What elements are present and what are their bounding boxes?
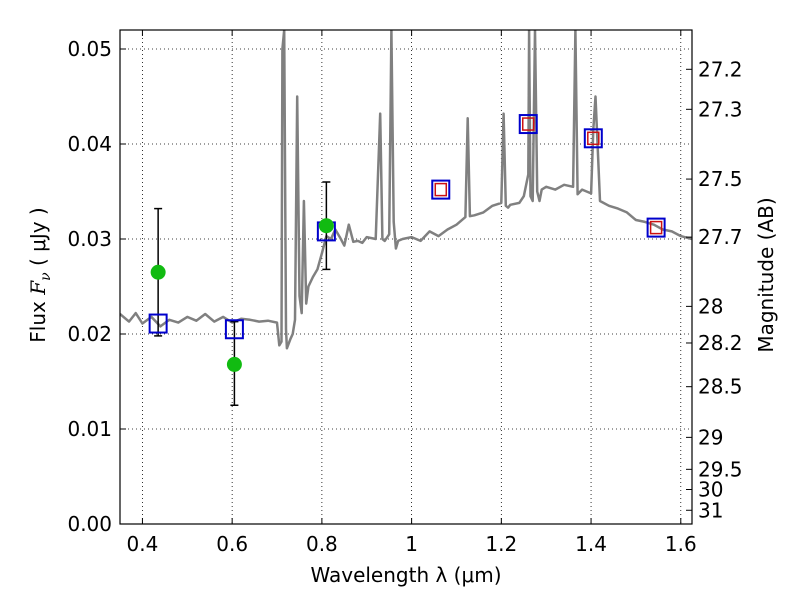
y-tick-label: 0.01 — [67, 417, 112, 441]
y-axis-label-prefix: Flux — [26, 295, 50, 343]
y-tick-label: 0.03 — [67, 227, 112, 251]
y-axis-label-symbol: F — [26, 280, 50, 296]
model-point — [646, 217, 666, 238]
mag-tick-label: 29 — [698, 425, 723, 449]
mag-tick-label: 27.3 — [698, 97, 743, 121]
y-tick-label: 0.04 — [67, 132, 112, 156]
model-point — [431, 179, 451, 200]
x-tick-label: 0.6 — [216, 532, 248, 556]
spectrum-line — [120, 30, 692, 350]
y-axis-label-unit: ( μJy ) — [26, 207, 50, 272]
ticks: 0.4 0.6 0.8 1 1.2 1.4 1.6 0.00 0.01 0.02 0.03 0.04 0… — [67, 30, 743, 556]
plot-frame — [119, 29, 693, 525]
mag-tick-label: 27.2 — [698, 57, 743, 81]
model-point-inner — [522, 117, 535, 131]
x-tick-label: 1.2 — [485, 532, 517, 556]
y-tick-label: 0.00 — [67, 512, 112, 536]
mag-tick-label: 28.5 — [698, 375, 743, 399]
model-point — [224, 319, 244, 340]
x-axis-label: Wavelength λ (μm) — [310, 563, 501, 587]
model-point-inner — [434, 182, 448, 197]
x-tick-label: 1.4 — [575, 532, 607, 556]
mag-tick-label: 28.2 — [698, 331, 743, 355]
mag-tick-label: 30 — [698, 478, 723, 502]
observed-point — [150, 264, 166, 280]
series-layer — [120, 30, 692, 406]
model-point-inner — [649, 220, 663, 235]
y-tick-label: 0.05 — [67, 37, 112, 61]
observed-point — [318, 218, 334, 234]
observed-point — [226, 356, 242, 372]
y-axis-label-right: Magnitude (AB) — [754, 197, 778, 352]
mag-tick-label: 29.5 — [698, 457, 743, 481]
grid — [120, 30, 692, 525]
mag-tick-label: 27.7 — [698, 225, 743, 249]
x-tick-label: 1 — [405, 532, 418, 556]
x-tick-label: 0.8 — [306, 532, 338, 556]
x-tick-label: 0.4 — [127, 532, 159, 556]
mag-tick-label: 31 — [698, 498, 723, 522]
model-point — [583, 128, 603, 149]
y-axis-label-left: Flux Fν ( μJy ) — [26, 207, 54, 342]
model-point — [148, 313, 168, 334]
y-axis-label-subscript: ν — [38, 272, 54, 281]
y-tick-label: 0.02 — [67, 322, 112, 346]
model-point-inner — [587, 131, 600, 146]
mag-tick-label: 27.5 — [698, 167, 743, 191]
model-point — [518, 114, 538, 135]
x-tick-label: 1.6 — [665, 532, 697, 556]
mag-tick-label: 28 — [698, 294, 723, 318]
